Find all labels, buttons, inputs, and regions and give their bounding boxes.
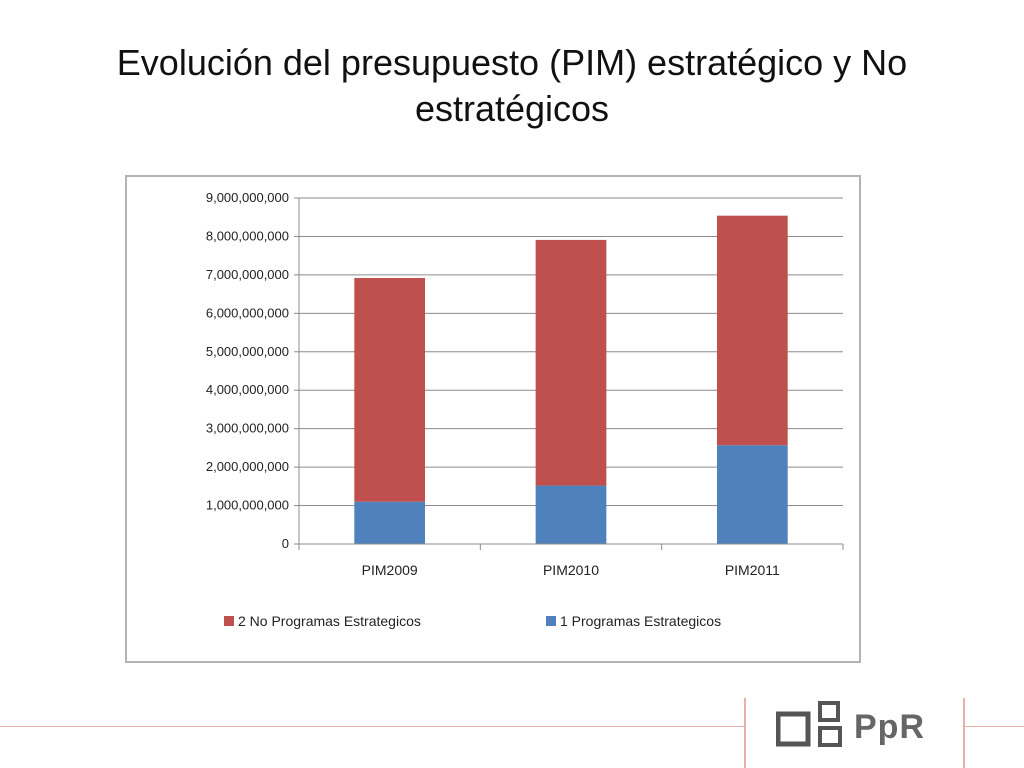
x-tick-label: PIM2011 [725,562,780,578]
bar-2-no-programas-estrategicos-pim2010 [535,239,607,486]
ppr-logo-text: PpR [854,708,925,746]
y-tick-label: 0 [282,536,289,551]
ppr-logo: PpR [775,700,946,760]
bar-1-programas-estrategicos-pim2011 [716,445,788,544]
footer-bracket-left [744,698,746,768]
y-tick-label: 9,000,000,000 [206,190,289,205]
y-tick-label: 2,000,000,000 [206,459,289,474]
bar-2-no-programas-estrategicos-pim2011 [716,215,788,446]
ppr-logo-icon [775,701,842,747]
bar-1-programas-estrategicos-pim2010 [535,485,607,544]
legend-swatch [546,616,556,626]
y-tick-label: 7,000,000,000 [206,267,289,282]
footer-line-right [965,726,1024,727]
legend-swatch [224,616,234,626]
footer-line-left [0,726,745,727]
y-tick-label: 6,000,000,000 [206,305,289,320]
page-title: Evolución del presupuesto (PIM) estratég… [116,42,908,129]
y-tick-label: 3,000,000,000 [206,421,289,436]
y-tick-label: 1,000,000,000 [206,498,289,513]
legend-label: 1 Programas Estrategicos [560,613,721,629]
y-tick-label: 4,000,000,000 [206,382,289,397]
x-tick-label: PIM2009 [362,562,418,578]
legend-label: 2 No Programas Estrategicos [238,613,421,629]
bar-2-no-programas-estrategicos-pim2009 [354,277,426,502]
footer-bracket-right [963,698,965,768]
y-tick-label: 8,000,000,000 [206,228,289,243]
y-tick-label: 5,000,000,000 [206,344,289,359]
chart-frame: 0 1,000,000,000 2,000,000,000 3,000,000,000… [125,175,861,663]
x-tick-label: PIM2010 [543,562,599,578]
bar-1-programas-estrategicos-pim2009 [354,501,426,544]
stacked-bar-chart: 0 1,000,000,000 2,000,000,000 3,000,000,000… [206,190,844,629]
